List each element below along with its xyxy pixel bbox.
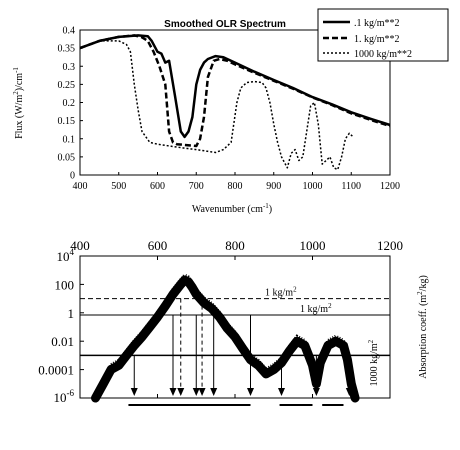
bottom-reference-label-2: 1 kg/m2 (300, 302, 332, 315)
top-series-line-3 (79, 40, 354, 171)
annotation-arrow-head (130, 388, 138, 396)
top-x-ticks: 400 500 600 700 800 900 1000 1100 1200 (73, 172, 400, 192)
bottom-reference-label-1: 1 kg/m2 (265, 286, 297, 299)
top-y-tick-label: 0.3 (63, 62, 76, 73)
olr-spectrum-chart: Smoothed OLR Spectrum 400 500 600 700 800 900… (12, 8, 449, 215)
bottom-reference-label-3: 1000 kg/m2 (367, 339, 380, 386)
bottom-series-group (91, 273, 360, 403)
legend-entry-series-3: 1000 kg/m**2 (354, 49, 412, 60)
bottom-annotations (128, 298, 353, 406)
top-series-line-1 (79, 34, 391, 139)
top-x-tick-label: 1000 (303, 181, 323, 192)
top-series-group (79, 34, 391, 171)
annotation-arrow-head (312, 388, 320, 396)
top-y-tick-label: 0 (70, 171, 75, 182)
top-series-line-2 (79, 34, 391, 148)
top-x-tick-label: 600 (150, 181, 165, 192)
top-y-tick-label: 0.4 (63, 26, 76, 37)
top-y-axis-label: Flux (W/m2)/cm-1 (12, 67, 25, 139)
bottom-y-ticks: 104 100 1 0.01 0.0001 10-6 (38, 247, 84, 405)
bottom-y-tick-label-top: 104 (57, 247, 75, 264)
bottom-x-tick-label: 1200 (377, 238, 403, 253)
annotation-dashed-drop-head (198, 388, 206, 396)
legend-entry-series-1: .1 kg/m**2 (354, 18, 400, 29)
top-y-tick-label: 0.25 (58, 80, 76, 91)
top-chart-title: Smoothed OLR Spectrum (164, 19, 286, 30)
top-x-tick-label: 900 (266, 181, 281, 192)
top-x-tick-label: 1100 (341, 181, 361, 192)
top-x-tick-label: 800 (228, 181, 243, 192)
top-y-tick-label: 0.35 (58, 44, 76, 55)
top-y-tick-label: 0.05 (58, 152, 76, 163)
top-y-tick-label: 0.2 (63, 98, 76, 109)
annotation-arrow-head (169, 388, 177, 396)
legend-entry-series-2: 1. kg/m**2 (354, 34, 400, 45)
top-y-tick-label: 0.15 (58, 116, 76, 127)
annotation-arrow-head (278, 388, 285, 396)
top-x-tick-label: 400 (73, 181, 88, 192)
bottom-x-tick-label: 400 (70, 238, 90, 253)
bottom-y-tick-label-bottom: 10-6 (54, 388, 75, 405)
top-x-axis-label: Wavenumber (cm-1) (192, 202, 272, 215)
top-x-tick-label: 500 (111, 181, 126, 192)
top-y-tick-label: 0.1 (63, 134, 76, 145)
bottom-x-tick-label: 600 (148, 238, 168, 253)
top-legend: .1 kg/m**2 1. kg/m**2 1000 kg/m**2 (317, 8, 449, 62)
annotation-arrow-head (192, 388, 200, 396)
bottom-y-axis-label-right: Absorption coeff. (m2/kg) (416, 275, 429, 379)
bottom-plot-frame (79, 255, 391, 399)
bottom-y-tick-label: 100 (55, 277, 75, 292)
bottom-y-tick-label: 0.0001 (38, 363, 74, 378)
bottom-x-tick-label: 800 (225, 238, 245, 253)
absorption-band (91, 275, 360, 403)
absorption-coefficient-chart: 400 600 800 1000 1200 10410010.010.000110-6 … (38, 238, 429, 406)
annotation-arrow-head (247, 388, 254, 396)
bottom-x-ticks: 400 600 800 1000 1200 (70, 238, 403, 398)
top-x-tick-label: 700 (189, 181, 204, 192)
annotation-arrow-head (210, 388, 218, 396)
top-x-tick-label: 1200 (380, 181, 400, 192)
bottom-y-tick-label: 1 (68, 306, 75, 321)
annotation-dashed-drop-head (177, 388, 185, 396)
bottom-x-tick-label: 1000 (300, 238, 326, 253)
bottom-y-tick-label: 0.01 (51, 334, 74, 349)
annotation-arrow-head (345, 388, 353, 396)
top-y-ticks: 0 0.05 0.1 0.15 0.2 0.25 0.3 0.35 0.4 (58, 26, 83, 182)
